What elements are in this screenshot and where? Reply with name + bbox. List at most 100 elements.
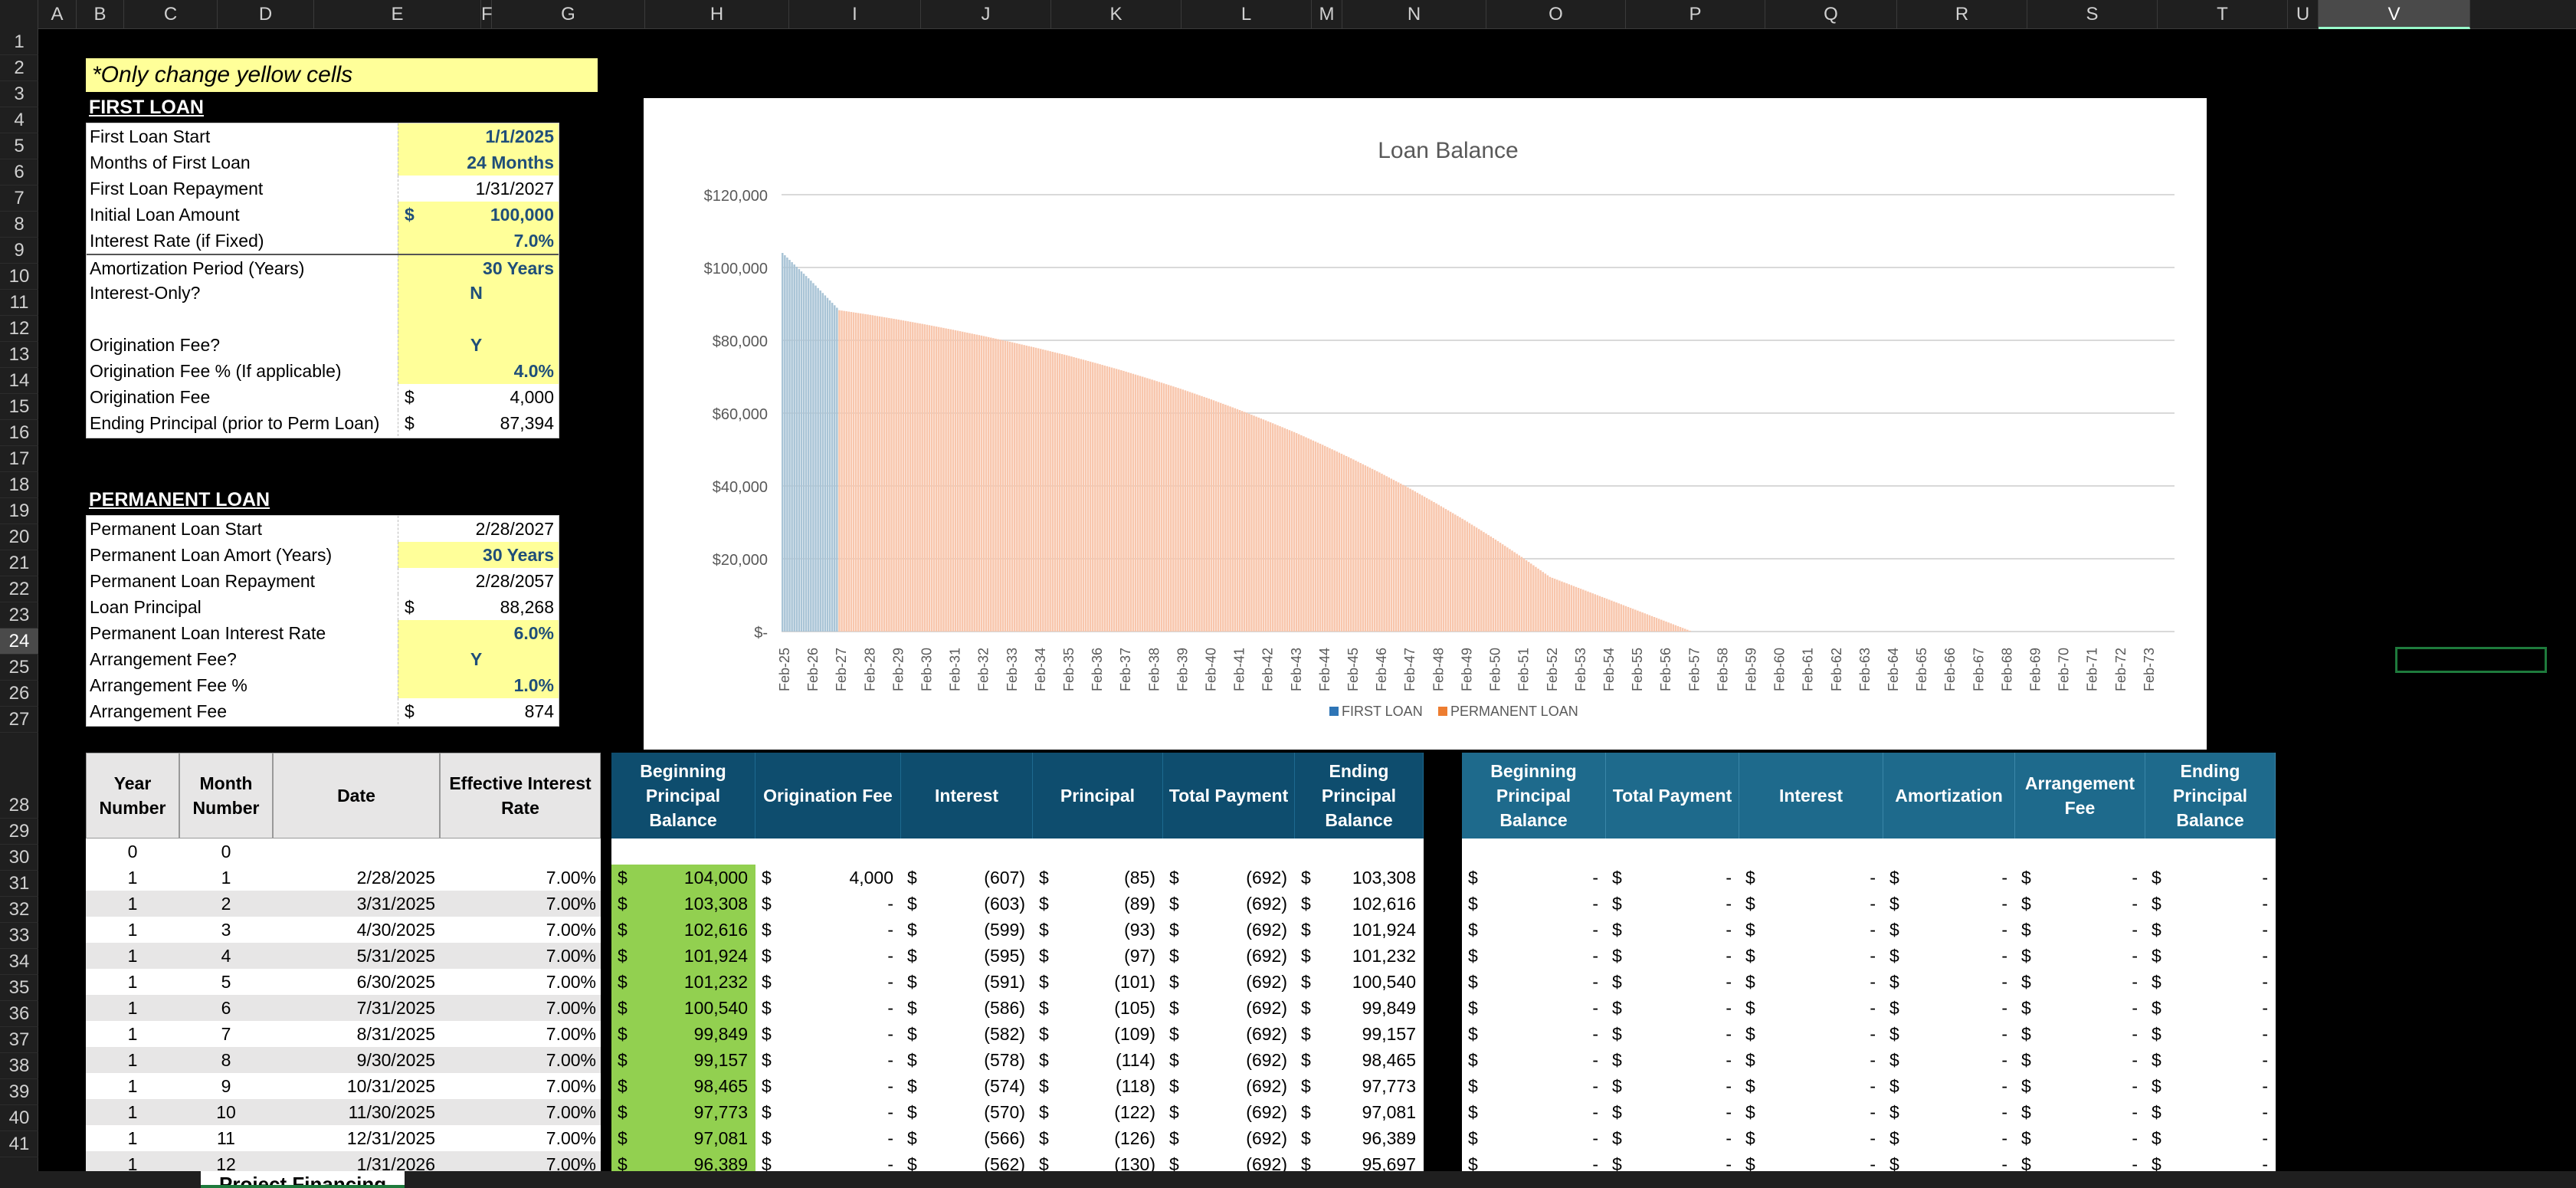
first-loan-value[interactable]: Y	[398, 332, 559, 358]
perm-loan-value[interactable]: 30 Years	[398, 542, 559, 568]
column-header-E[interactable]: E	[314, 0, 481, 29]
row-header-8[interactable]: 8	[0, 212, 38, 238]
first-loan-value[interactable]: 7.0%	[398, 228, 559, 254]
column-header-C[interactable]: C	[124, 0, 218, 29]
row-header-23[interactable]: 23	[0, 602, 38, 628]
row-header-33[interactable]: 33	[0, 923, 38, 949]
bar-permanent-loan	[1044, 350, 1047, 632]
first-loan-value[interactable]: 24 Months	[398, 149, 559, 176]
row-header-39[interactable]: 39	[0, 1079, 38, 1105]
row-header-12[interactable]: 12	[0, 316, 38, 342]
column-header-D[interactable]: D	[218, 0, 314, 29]
row-header-16[interactable]: 16	[0, 420, 38, 446]
select-all-corner[interactable]	[0, 0, 38, 29]
bar-permanent-loan	[890, 318, 893, 632]
origination-fee-cell: $ -	[755, 1021, 901, 1047]
bar-permanent-loan	[1655, 618, 1658, 632]
row-header-17[interactable]: 17	[0, 446, 38, 472]
row-header-15[interactable]: 15	[0, 394, 38, 420]
first-loan-value[interactable]	[398, 306, 559, 332]
first-loan-value[interactable]: 30 Years	[398, 255, 559, 281]
row-header-34[interactable]: 34	[0, 949, 38, 975]
row-header-31[interactable]: 31	[0, 871, 38, 897]
first-loan-value[interactable]: 4.0%	[398, 358, 559, 384]
currency-symbol: $	[1468, 1128, 1478, 1148]
row-header-22[interactable]: 22	[0, 576, 38, 602]
column-header-G[interactable]: G	[492, 0, 645, 29]
currency-symbol: $	[1745, 920, 1755, 940]
bar-permanent-loan	[1034, 347, 1037, 632]
row-header-13[interactable]: 13	[0, 342, 38, 368]
row-header-32[interactable]: 32	[0, 897, 38, 923]
column-header-L[interactable]: L	[1181, 0, 1312, 29]
row-header-4[interactable]: 4	[0, 107, 38, 133]
column-header-Q[interactable]: Q	[1765, 0, 1897, 29]
cell-value: (566)	[984, 1128, 1025, 1148]
column-header-B[interactable]: B	[77, 0, 124, 29]
row-header-11[interactable]: 11	[0, 290, 38, 316]
first-loan-value[interactable]: 100,000 $	[398, 202, 559, 228]
perm-loan-schedule-header: Amortization	[1883, 753, 2015, 838]
row-header-18[interactable]: 18	[0, 472, 38, 498]
row-header-27[interactable]: 27	[0, 707, 38, 733]
column-header-O[interactable]: O	[1486, 0, 1626, 29]
row-header-1[interactable]: 1	[0, 29, 38, 55]
row-header-14[interactable]: 14	[0, 368, 38, 394]
bar-permanent-loan	[1329, 448, 1331, 632]
perm-loan-value[interactable]: 1.0%	[398, 672, 559, 698]
row-header-30[interactable]: 30	[0, 845, 38, 871]
row-header-28[interactable]: 28	[0, 733, 38, 819]
loan-balance-chart[interactable]: Loan Balance $- $20,000 $40,000 $60,000 $80,…	[644, 98, 2207, 750]
row-header-19[interactable]: 19	[0, 498, 38, 524]
row-header-40[interactable]: 40	[0, 1105, 38, 1131]
principal-cell: $ (126)	[1033, 1125, 1163, 1151]
first-loan-value[interactable]: N	[398, 280, 559, 306]
column-header-U[interactable]: U	[2288, 0, 2319, 29]
row-header-21[interactable]: 21	[0, 550, 38, 576]
row-header-37[interactable]: 37	[0, 1027, 38, 1053]
column-header-R[interactable]: R	[1897, 0, 2027, 29]
row-header-26[interactable]: 26	[0, 681, 38, 707]
row-header-2[interactable]: 2	[0, 55, 38, 81]
column-header-J[interactable]: J	[921, 0, 1051, 29]
row-header-5[interactable]: 5	[0, 133, 38, 159]
cell-value: -	[887, 1102, 893, 1122]
column-header-H[interactable]: H	[645, 0, 789, 29]
row-header-24[interactable]: 24	[0, 628, 38, 655]
row-header-6[interactable]: 6	[0, 159, 38, 185]
column-header-F[interactable]: F	[481, 0, 493, 29]
row-header-29[interactable]: 29	[0, 819, 38, 845]
column-header-V[interactable]: V	[2319, 0, 2470, 29]
row-header-41[interactable]: 41	[0, 1131, 38, 1157]
column-header-I[interactable]: I	[789, 0, 921, 29]
bar-permanent-loan	[1127, 372, 1129, 632]
column-header-K[interactable]: K	[1051, 0, 1181, 29]
row-header-35[interactable]: 35	[0, 975, 38, 1001]
row-header-10[interactable]: 10	[0, 264, 38, 290]
column-header-A[interactable]: A	[38, 0, 77, 29]
active-cell-cursor[interactable]	[2395, 647, 2547, 673]
sheet-tab-project-financing[interactable]: Project Financing	[201, 1171, 405, 1188]
bar-permanent-loan	[987, 336, 990, 632]
y-tick-label: $40,000	[713, 479, 768, 496]
worksheet[interactable]: *Only change yellow cells FIRST LOAN Fir…	[38, 29, 2576, 1171]
bar-permanent-loan	[1321, 445, 1324, 632]
row-header-7[interactable]: 7	[0, 185, 38, 212]
row-header-9[interactable]: 9	[0, 238, 38, 264]
perm-loan-value[interactable]: 6.0%	[398, 620, 559, 646]
row-header-3[interactable]: 3	[0, 81, 38, 107]
row-header-36[interactable]: 36	[0, 1001, 38, 1027]
row-header-25[interactable]: 25	[0, 655, 38, 681]
perm-loan-cell: $ -	[1606, 943, 1739, 969]
bar-permanent-loan	[1416, 492, 1419, 632]
perm-loan-value[interactable]: Y	[398, 646, 559, 672]
column-header-N[interactable]: N	[1342, 0, 1486, 29]
cell-value: -	[1726, 972, 1732, 992]
column-header-T[interactable]: T	[2158, 0, 2288, 29]
row-header-20[interactable]: 20	[0, 524, 38, 550]
column-header-M[interactable]: M	[1312, 0, 1342, 29]
column-header-P[interactable]: P	[1626, 0, 1765, 29]
column-header-S[interactable]: S	[2027, 0, 2158, 29]
first-loan-value[interactable]: 1/1/2025	[398, 123, 559, 149]
row-header-38[interactable]: 38	[0, 1053, 38, 1079]
